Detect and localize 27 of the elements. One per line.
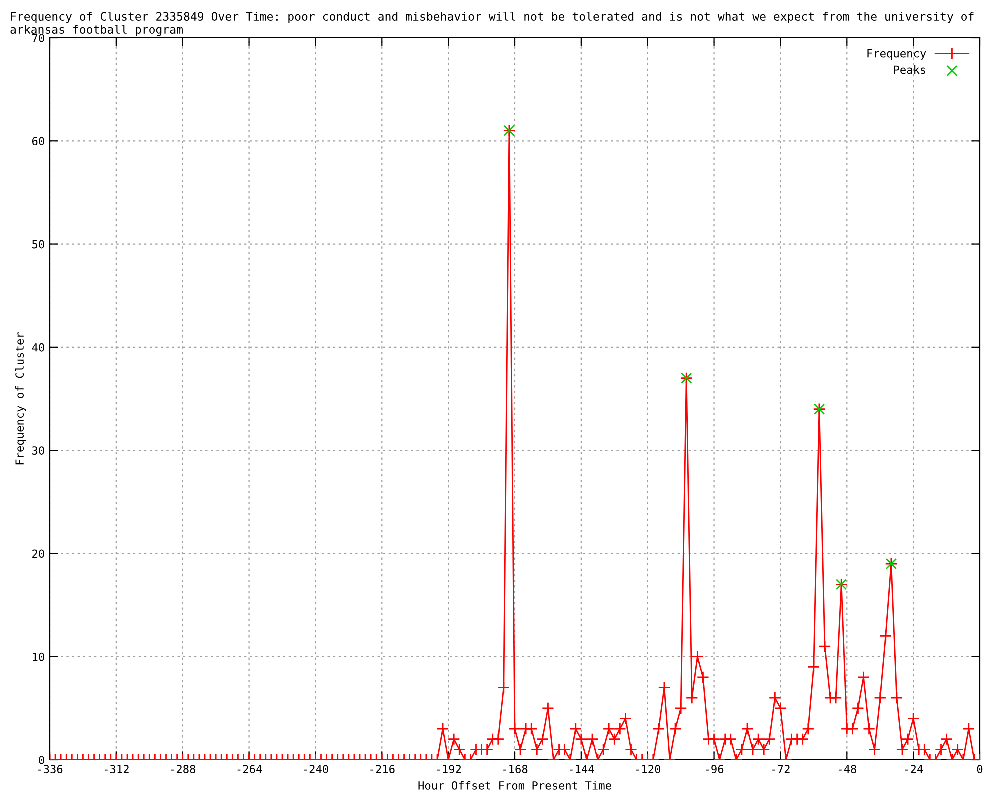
- x-tick-label: -264: [238, 765, 262, 774]
- x-tick-label: -336: [38, 765, 63, 774]
- x-tick-label: -72: [772, 765, 790, 774]
- legend-label: Peaks: [894, 66, 926, 74]
- x-tick-label: -216: [370, 765, 395, 774]
- y-tick-label: 40: [32, 343, 44, 352]
- x-tick-label: -288: [171, 765, 196, 774]
- x-tick-label: -96: [706, 765, 724, 774]
- x-tick-label: 0: [977, 765, 983, 774]
- x-tick-label: -48: [839, 765, 856, 774]
- y-tick-label: 50: [32, 240, 44, 249]
- x-tick-label: -168: [504, 765, 528, 774]
- y-tick-label: 70: [32, 34, 44, 42]
- y-tick-label: 0: [39, 756, 44, 764]
- y-tick-label: 60: [32, 137, 44, 146]
- x-tick-label: -24: [905, 765, 924, 774]
- legend-label: Frequency: [868, 50, 926, 60]
- y-tick-label: 20: [32, 550, 44, 558]
- x-tick-label: -312: [104, 765, 129, 774]
- x-tick-label: -240: [304, 765, 328, 774]
- y-tick-label: 30: [32, 446, 44, 455]
- x-tick-label: -192: [437, 765, 462, 774]
- x-axis-title: Hour Offset From Present Time: [418, 781, 612, 790]
- x-tick-label: -120: [636, 765, 661, 774]
- y-axis-title: Frequency of Cluster: [15, 332, 26, 465]
- y-tick-label: 10: [33, 652, 44, 662]
- x-tick-label: -144: [570, 765, 594, 774]
